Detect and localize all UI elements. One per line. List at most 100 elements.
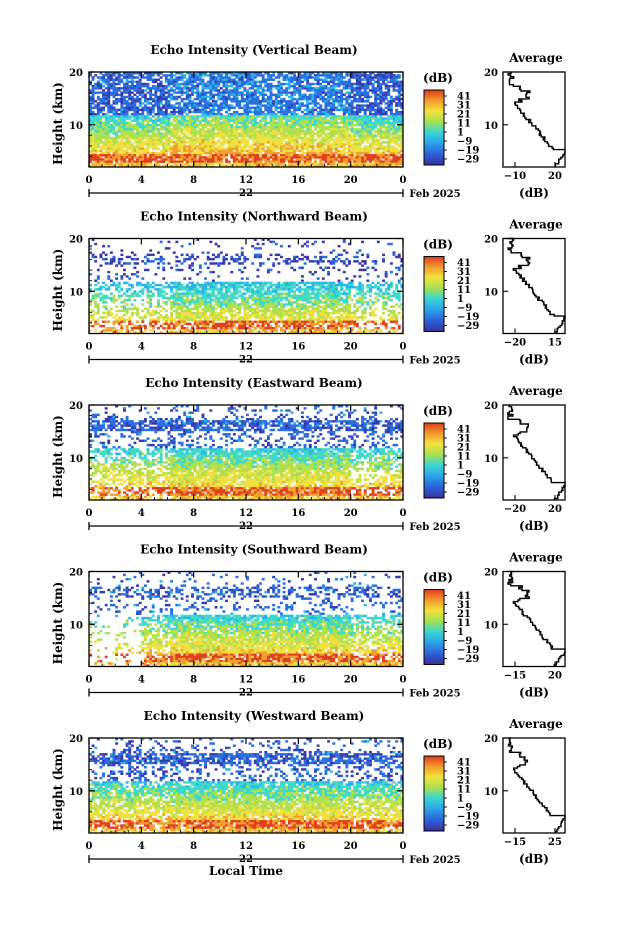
heatmap-cell xyxy=(94,283,98,287)
heatmap-cell xyxy=(209,113,213,116)
heatmap-cell xyxy=(353,95,357,99)
heatmap-cell xyxy=(104,102,108,105)
heatmap-cell xyxy=(358,95,362,99)
heatmap-cell xyxy=(151,141,155,144)
heatmap-cell xyxy=(293,121,297,125)
heatmap-cell xyxy=(217,108,221,112)
heatmap-cell xyxy=(321,151,325,155)
heatmap-cell xyxy=(230,74,234,77)
heatmap-cell xyxy=(277,132,281,135)
heatmap-cell xyxy=(366,80,370,84)
heatmap-cell xyxy=(366,91,370,94)
heatmap-cell xyxy=(374,95,378,99)
heatmap-cell xyxy=(379,84,383,88)
heatmap-cell xyxy=(136,100,140,103)
heatmap-cell xyxy=(159,314,163,317)
heatmap-cell xyxy=(300,151,304,155)
heatmap-cell xyxy=(96,84,100,88)
heatmap-cell xyxy=(256,121,260,125)
heatmap-cell xyxy=(99,138,103,142)
heatmap-cell xyxy=(277,115,281,118)
heatmap-cell xyxy=(151,134,155,138)
heatmap-cell xyxy=(143,104,147,107)
heatmap-cell xyxy=(164,154,168,157)
heatmap-cell xyxy=(256,160,260,163)
colorbar-tick-label: −19 xyxy=(457,146,479,157)
heatmap-cell xyxy=(340,138,344,142)
heatmap-cell xyxy=(217,151,221,155)
heatmap-cell xyxy=(94,151,98,155)
heatmap-cell xyxy=(96,158,100,161)
heatmap-cell xyxy=(400,128,404,131)
heatmap-cell xyxy=(149,74,153,77)
heatmap-cell xyxy=(332,164,336,168)
heatmap-cell xyxy=(282,134,286,138)
heatmap-cell xyxy=(188,97,192,101)
heatmap-cell xyxy=(104,78,108,81)
heatmap-cell xyxy=(371,106,375,110)
heatmap-cell xyxy=(235,84,239,88)
heatmap-cell xyxy=(363,156,367,159)
heatmap-cell xyxy=(308,119,312,122)
heatmap-cell xyxy=(337,95,341,99)
heatmap-cell xyxy=(316,119,320,122)
heatmap-cell xyxy=(266,160,270,163)
heatmap-cell xyxy=(128,141,132,144)
heatmap-cell xyxy=(277,156,281,159)
heatmap-cell xyxy=(314,121,317,125)
heatmap-cell xyxy=(191,149,194,153)
heatmap-cell xyxy=(219,149,223,153)
heatmap-cell xyxy=(342,145,346,148)
heatmap-cell xyxy=(308,125,312,129)
heatmap-cell xyxy=(308,121,312,125)
heatmap-cell xyxy=(248,87,252,90)
heatmap-cell xyxy=(99,253,103,257)
heatmap-cell xyxy=(327,128,331,131)
heatmap-cell xyxy=(308,164,312,168)
heatmap-cell xyxy=(107,154,111,157)
heatmap-cell xyxy=(109,143,113,146)
heatmap-cell xyxy=(374,141,378,144)
heatmap-cell xyxy=(350,162,354,166)
heatmap-cell xyxy=(382,132,385,135)
heatmap-cell xyxy=(149,296,153,300)
heatmap-cell xyxy=(319,89,323,92)
heatmap-cell xyxy=(311,108,315,112)
heatmap-cell xyxy=(115,329,119,332)
heatmap-cell xyxy=(321,108,325,112)
heatmap-cell xyxy=(99,331,103,334)
heatmap-cell xyxy=(300,143,304,146)
heatmap-cell xyxy=(130,80,134,84)
heatmap-cell xyxy=(180,78,184,81)
heatmap-cell xyxy=(185,134,189,138)
heatmap-cell xyxy=(376,95,380,99)
heatmap-cell xyxy=(274,151,278,155)
heatmap-cell xyxy=(109,93,113,97)
heatmap-cell xyxy=(125,100,129,103)
heatmap-cell xyxy=(175,130,179,133)
heatmap-cell xyxy=(172,143,176,146)
heatmap-cell xyxy=(143,108,147,112)
heatmap-cell xyxy=(185,156,189,159)
heatmap-cell xyxy=(371,87,375,90)
heatmap-cell xyxy=(123,145,126,148)
heatmap-cell xyxy=(272,141,276,144)
heatmap-cell xyxy=(94,134,98,138)
heatmap-cell xyxy=(358,158,362,161)
heatmap-cell xyxy=(193,115,197,118)
heatmap-cell xyxy=(206,162,210,166)
heatmap-cell xyxy=(96,108,100,112)
heatmap-cell xyxy=(295,156,299,159)
heatmap-cell xyxy=(136,145,140,148)
heatmap-cell xyxy=(120,113,124,116)
heatmap-cell xyxy=(175,296,179,300)
heatmap-cell xyxy=(337,149,341,153)
heatmap-cell xyxy=(371,136,375,140)
heatmap-cell xyxy=(308,160,312,163)
heatmap-cell xyxy=(188,136,192,140)
heatmap-cell xyxy=(240,147,244,151)
heatmap-cell xyxy=(361,91,365,94)
heatmap-cell xyxy=(251,106,255,110)
heatmap-cell xyxy=(206,138,210,142)
heatmap-cell xyxy=(149,89,153,92)
